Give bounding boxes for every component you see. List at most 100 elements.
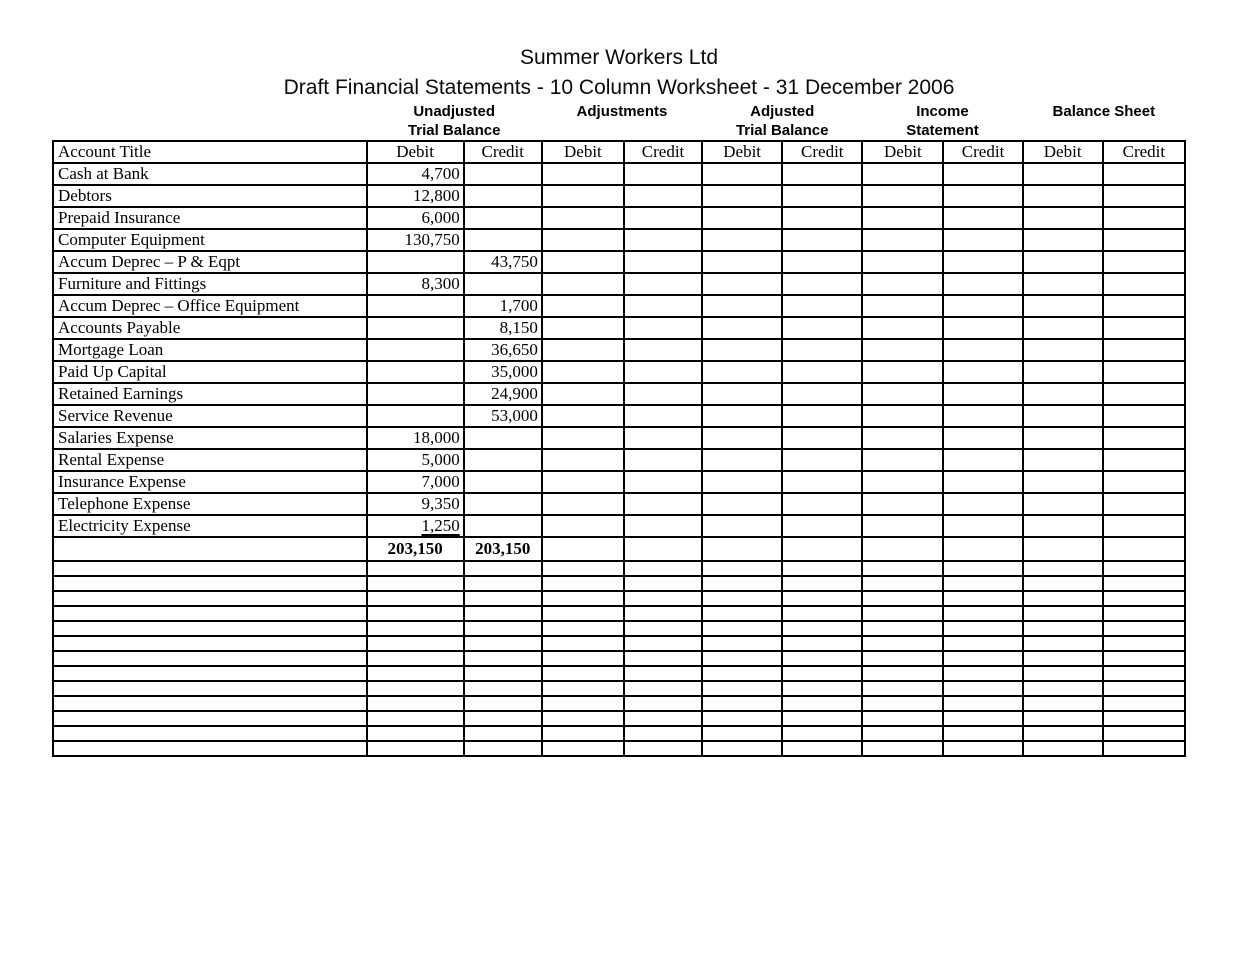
- amount-cell: [861, 382, 945, 406]
- amount-cell: [462, 514, 543, 538]
- amount-cell: [701, 680, 784, 697]
- amount-cell: [1101, 590, 1187, 607]
- account-row: Service Revenue 53,000: [52, 404, 1187, 428]
- amount-cell: [1021, 650, 1104, 667]
- amount-cell: [365, 316, 465, 340]
- amount-value: 12,800: [412, 186, 460, 205]
- amount-cell: [462, 740, 543, 757]
- amount-cell: [622, 492, 704, 516]
- account-row: Accum Deprec – Office Equipment 1,700: [52, 294, 1187, 318]
- amount-value: 18,000: [412, 428, 460, 447]
- amount-cell: [942, 740, 1024, 757]
- column-header-credit: Credit: [942, 140, 1024, 164]
- amount-cell: [462, 560, 543, 577]
- amount-cell: [701, 162, 784, 186]
- amount-cell: 18,000: [365, 426, 465, 450]
- amount-cell: [701, 635, 784, 652]
- amount-cell: [861, 665, 945, 682]
- amount-cell: [1021, 404, 1104, 428]
- amount-cell: [861, 514, 945, 538]
- amount-cell: [942, 536, 1024, 562]
- account-title-cell: [52, 620, 368, 637]
- amount-cell: [622, 338, 704, 362]
- amount-cell: [701, 650, 784, 667]
- amount-cell: [540, 228, 625, 252]
- amount-cell: [781, 695, 864, 712]
- amount-cell: [1101, 680, 1187, 697]
- amount-cell: [701, 575, 784, 592]
- amount-cell: [1021, 575, 1104, 592]
- amount-cell: [1021, 560, 1104, 577]
- amount-cell: 4,700: [365, 162, 465, 186]
- amount-cell: [942, 250, 1024, 274]
- amount-cell: [540, 650, 625, 667]
- amount-cell: [1021, 316, 1104, 340]
- amount-cell: [1021, 590, 1104, 607]
- amount-cell: [462, 184, 543, 208]
- amount-cell: [540, 338, 625, 362]
- amount-cell: [701, 250, 784, 274]
- amount-cell: [781, 620, 864, 637]
- amount-cell: [365, 665, 465, 682]
- amount-cell: [1021, 680, 1104, 697]
- amount-value: 1,250: [421, 516, 460, 535]
- account-title-cell: [52, 665, 368, 682]
- amount-cell: [781, 710, 864, 727]
- amount-cell: [462, 228, 543, 252]
- amount-cell: [540, 680, 625, 697]
- account-title-cell: Electricity Expense: [52, 514, 368, 538]
- amount-cell: [540, 250, 625, 274]
- amount-cell: 1,250: [365, 514, 465, 538]
- amount-cell: [861, 272, 945, 296]
- amount-cell: [540, 316, 625, 340]
- amount-cell: [540, 560, 625, 577]
- amount-cell: [622, 360, 704, 384]
- amount-cell: [942, 560, 1024, 577]
- account-title-cell: Insurance Expense: [52, 470, 368, 494]
- account-row: Insurance Expense 7,000: [52, 470, 1187, 494]
- amount-cell: [781, 590, 864, 607]
- amount-cell: [861, 725, 945, 742]
- amount-cell: [540, 382, 625, 406]
- account-title-cell: Telephone Expense: [52, 492, 368, 516]
- amount-cell: [861, 250, 945, 274]
- account-title-header: Account Title: [52, 140, 368, 164]
- amount-cell: [781, 635, 864, 652]
- amount-cell: [1101, 514, 1187, 538]
- amount-cell: [942, 272, 1024, 296]
- amount-cell: [781, 184, 864, 208]
- amount-cell: [1021, 426, 1104, 450]
- amount-cell: [1021, 272, 1104, 296]
- section-header-row: Unadjusted Trial Balance Adjustments Adj…: [53, 102, 1185, 141]
- account-row: Mortgage Loan 36,650: [52, 338, 1187, 362]
- amount-cell: [1101, 360, 1187, 384]
- amount-cell: [781, 382, 864, 406]
- amount-value: 24,900: [491, 384, 538, 403]
- amount-cell: [861, 536, 945, 562]
- amount-cell: [861, 740, 945, 757]
- account-row: Paid Up Capital 35,000: [52, 360, 1187, 384]
- account-title-cell: [52, 560, 368, 577]
- amount-cell: 53,000: [462, 404, 543, 428]
- account-row: Accounts Payable 8,150: [52, 316, 1187, 340]
- amount-cell: [462, 725, 543, 742]
- account-title-cell: Prepaid Insurance: [52, 206, 368, 230]
- amount-cell: [942, 228, 1024, 252]
- section-header-line2: Trial Balance: [735, 122, 829, 139]
- amount-value: 7,000: [421, 472, 460, 491]
- column-header-debit: Debit: [540, 140, 625, 164]
- amount-cell: [540, 710, 625, 727]
- amount-cell: [861, 404, 945, 428]
- amount-cell: [942, 725, 1024, 742]
- account-title-cell: Accum Deprec – Office Equipment: [52, 294, 368, 318]
- amount-cell: [942, 575, 1024, 592]
- amount-value: 1,700: [499, 296, 538, 315]
- amount-cell: [365, 680, 465, 697]
- amount-cell: [462, 162, 543, 186]
- amount-cell: [365, 360, 465, 384]
- amount-cell: 12,800: [365, 184, 465, 208]
- amount-cell: [365, 635, 465, 652]
- column-header-debit: Debit: [1021, 140, 1104, 164]
- amount-cell: [1101, 404, 1187, 428]
